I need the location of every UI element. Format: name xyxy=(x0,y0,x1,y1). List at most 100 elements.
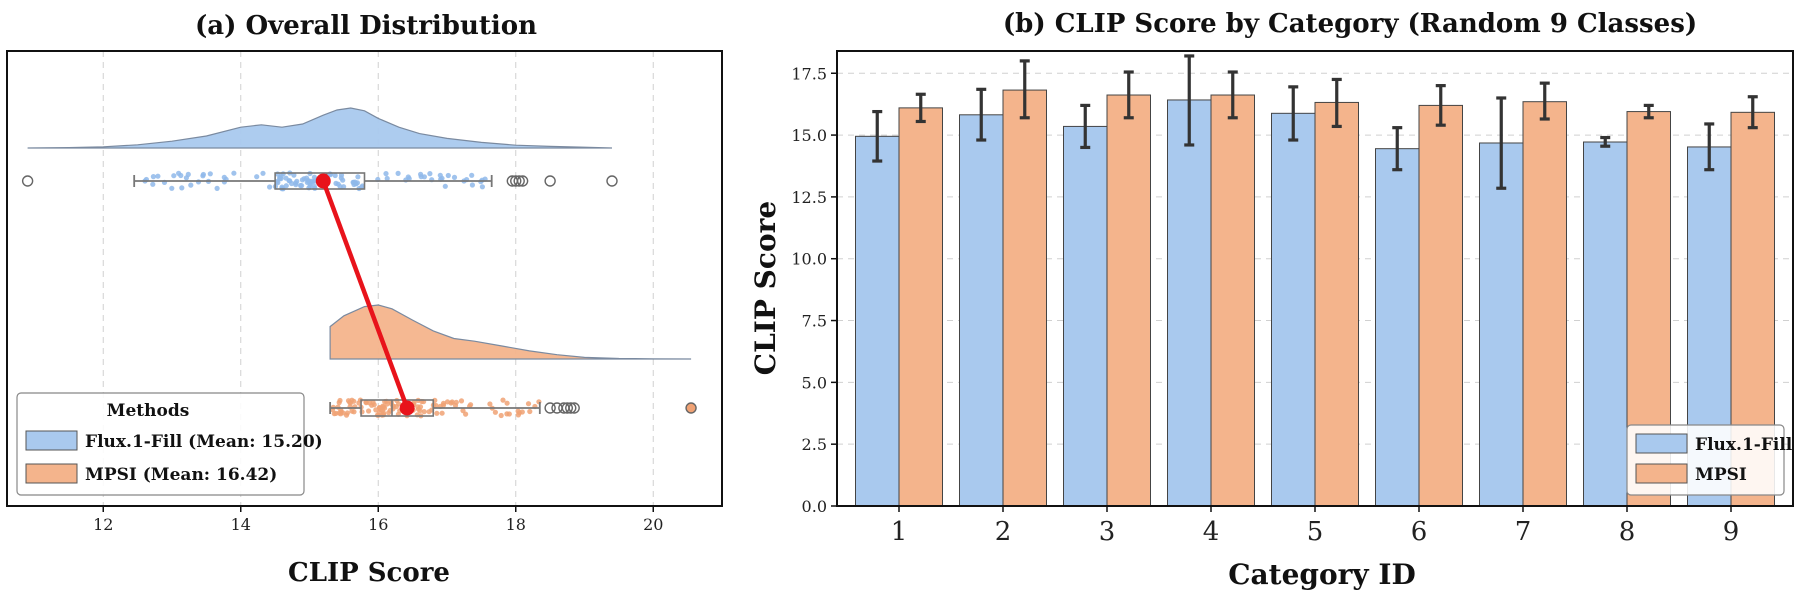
y-tick-label: 17.5 xyxy=(791,64,827,83)
rain-point xyxy=(277,176,283,182)
bar-flux-cat-3 xyxy=(1063,125,1108,507)
density-cloud-mpsi xyxy=(329,304,692,360)
rain-point xyxy=(304,175,310,181)
rain-point xyxy=(291,172,297,178)
x-tick-label: 3 xyxy=(1099,517,1116,547)
rain-point xyxy=(347,400,353,406)
outlier-point xyxy=(565,402,577,414)
rain-point xyxy=(367,400,373,406)
x-tick-label: 12 xyxy=(93,515,113,534)
rain-point xyxy=(498,412,504,419)
y-tick-label: 0.0 xyxy=(802,497,827,516)
rain-point xyxy=(294,178,300,184)
rain-point xyxy=(260,170,266,176)
rain-point xyxy=(384,401,390,407)
rain-point xyxy=(183,175,189,181)
x-tick-label: 16 xyxy=(368,515,388,534)
rain-point xyxy=(492,409,498,415)
rain-point xyxy=(460,408,466,414)
rain-point xyxy=(445,172,451,179)
bar-mpsi-cat-5 xyxy=(1314,101,1359,507)
rain-point xyxy=(536,399,542,405)
rain-point xyxy=(311,183,317,189)
y-tick-label: 15.0 xyxy=(791,126,827,145)
x-tick-label: 1 xyxy=(891,517,908,547)
y-tick-label: 5.0 xyxy=(802,373,827,392)
bar-flux-cat-4 xyxy=(1167,99,1212,507)
iqr-box xyxy=(360,399,435,417)
rain-point xyxy=(525,401,532,407)
legend-label-mpsi: MPSI xyxy=(1695,465,1747,485)
rain-point xyxy=(336,399,342,406)
rain-point xyxy=(150,174,156,180)
bar-mpsi-cat-7 xyxy=(1522,101,1567,507)
panel-b-xlabel: Category ID xyxy=(1228,558,1416,591)
bar-flux-cat-5 xyxy=(1271,112,1316,507)
outlier-point xyxy=(21,175,34,187)
rain-point xyxy=(267,184,273,190)
rain-point xyxy=(504,400,510,406)
rain-point xyxy=(333,410,339,416)
rain-point xyxy=(254,174,260,180)
panel-b-legend: Flux.1-Fill MPSI xyxy=(1626,424,1793,496)
rain-point xyxy=(337,184,343,190)
rain-point xyxy=(344,410,350,416)
rain-point xyxy=(434,410,440,416)
rain-point xyxy=(366,408,372,414)
rain-point xyxy=(451,174,458,180)
y-tick-label: 7.5 xyxy=(802,312,827,331)
bar-flux-cat-1 xyxy=(855,135,900,507)
rain-point xyxy=(308,178,314,184)
rain-point xyxy=(487,401,493,407)
bar-flux-cat-8 xyxy=(1583,141,1628,507)
rain-point xyxy=(469,172,475,178)
legend-label-flux: Flux.1-Fill (Mean: 15.20) xyxy=(85,432,323,452)
x-tick-label: 9 xyxy=(1723,517,1740,547)
legend-title: Methods xyxy=(107,401,190,421)
rain-point xyxy=(275,180,281,186)
panel-a-overall-distribution: (a) Overall Distribution 12 14 16 18 20 CLIP… xyxy=(6,11,723,588)
rain-point xyxy=(351,409,357,415)
rain-point xyxy=(395,170,401,176)
rain-point xyxy=(354,180,360,186)
rain-point xyxy=(338,175,344,181)
y-tick-label: 2.5 xyxy=(802,435,827,454)
panel-a-legend: Methods Flux.1-Fill (Mean: 15.20) MPSI (… xyxy=(16,392,323,496)
outlier-point xyxy=(685,402,697,414)
mean-marker-mpsi xyxy=(399,400,415,416)
x-tick-label: 4 xyxy=(1203,517,1220,547)
rain-point xyxy=(332,172,338,179)
rain-point xyxy=(506,411,512,417)
y-tick-label: 12.5 xyxy=(791,188,827,207)
rain-point xyxy=(379,407,386,413)
outlier-point xyxy=(510,175,522,187)
rain-point xyxy=(384,175,390,182)
rain-point xyxy=(355,174,361,180)
bar-mpsi-cat-2 xyxy=(1002,89,1047,507)
density-cloud-flux xyxy=(27,107,613,149)
legend-swatch-mpsi xyxy=(25,463,78,484)
x-tick-label: 20 xyxy=(643,515,663,534)
bar-flux-cat-2 xyxy=(959,114,1004,507)
rain-point xyxy=(299,183,305,189)
mean-connector-line xyxy=(321,180,410,409)
legend-label-mpsi: MPSI (Mean: 16.42) xyxy=(85,465,277,485)
x-tick-label: 2 xyxy=(995,517,1012,547)
rain-point xyxy=(383,171,389,177)
rain-point xyxy=(449,399,455,405)
rain-point xyxy=(500,397,506,403)
rain-point xyxy=(468,402,474,408)
bar-mpsi-cat-1 xyxy=(898,107,943,507)
rain-point xyxy=(479,184,485,190)
outlier-point xyxy=(544,402,556,414)
bar-flux-cat-7 xyxy=(1479,142,1524,507)
rain-point xyxy=(515,408,521,414)
rain-point xyxy=(418,171,424,177)
legend-swatch-flux xyxy=(25,430,78,451)
x-tick-label: 5 xyxy=(1307,517,1324,547)
legend-box xyxy=(16,392,305,496)
rain-point xyxy=(169,185,175,191)
outlier-point xyxy=(516,175,529,187)
rain-point xyxy=(439,410,445,416)
